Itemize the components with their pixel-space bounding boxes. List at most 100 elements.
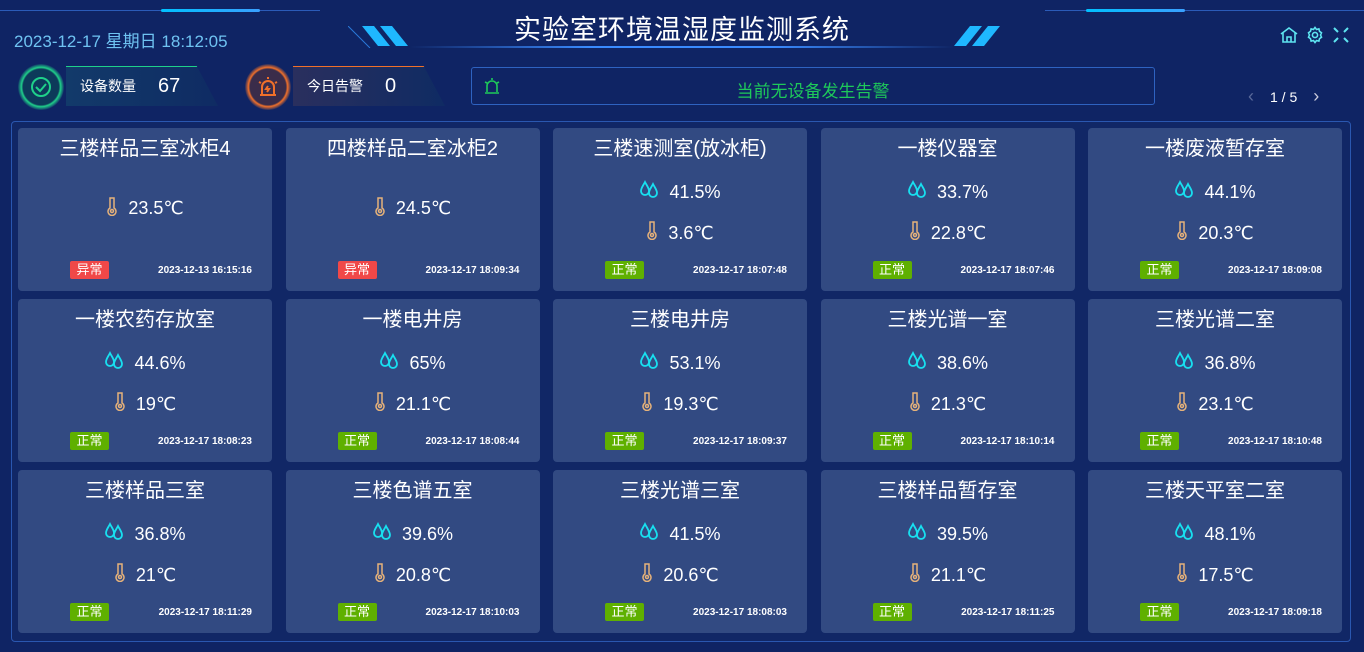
status-badge: 正常 [872,261,912,279]
humidity-value: 39.5% [936,523,989,544]
thermometer-icon [374,391,386,416]
thermometer-icon [1176,391,1188,416]
humidity-icon [907,521,927,546]
device-card[interactable]: 一楼废液暂存室 44.1% 20.3℃ 正常 2023-12-17 18:09:08 [1088,128,1342,291]
device-name: 三楼色谱五室 [352,480,473,502]
prev-page-button[interactable]: ‹ [1248,86,1254,106]
device-name: 三楼光谱一室 [887,309,1008,331]
humidity-value: 53.1% [669,352,721,373]
thermometer-icon [374,562,386,587]
device-count-stat: 设备数量 67 [18,64,218,110]
thermometer-icon [1176,220,1188,245]
update-time: 2023-12-17 18:09:08 [1228,264,1322,276]
humidity-icon [639,521,659,546]
header-line-left [0,10,320,11]
alarm-light-icon [245,64,291,110]
today-alarm-label: 今日告警 [307,78,363,94]
humidity-icon [372,521,392,546]
temperature-value: 21.1℃ [930,564,987,585]
device-card[interactable]: 三楼光谱一室 38.6% 21.3℃ 正常 2023-12-17 18:10:14 [820,299,1075,462]
temperature-value: 23.1℃ [1198,393,1254,414]
temperature-value: 3.6℃ [668,222,714,243]
update-time: 2023-12-17 18:07:48 [693,264,787,276]
humidity-value: 38.6% [936,352,989,373]
humidity-value: 65% [409,352,446,373]
device-card[interactable]: 三楼电井房 53.1% 19.3℃ 正常 2023-12-17 18:09:37 [553,299,807,462]
temperature-value: 21.1℃ [395,393,452,414]
device-card[interactable]: 三楼光谱三室 41.5% 20.6℃ 正常 2023-12-17 18:08:03 [553,470,807,633]
temperature-value: 23.5℃ [128,198,184,218]
stat-box [293,66,445,106]
thermometer-icon [114,562,126,587]
device-name: 三楼样品三室冰柜4 [59,138,231,160]
gear-icon[interactable] [1306,26,1324,44]
device-name: 三楼光谱二室 [1155,309,1275,331]
device-name: 三楼样品三室 [85,480,205,502]
page-title: 实验室环境温湿度监测系统 [514,15,850,45]
device-name: 三楼样品暂存室 [877,480,1018,502]
status-badge: 正常 [872,603,912,621]
device-name: 三楼天平室二室 [1145,480,1285,502]
device-count-label: 设备数量 [80,78,136,94]
header-glow-right [1086,9,1185,12]
thermometer-icon [646,220,658,245]
humidity-icon [639,350,659,375]
fullscreen-icon[interactable] [1332,26,1350,44]
humidity-value: 36.8% [1204,352,1256,373]
update-time: 2023-12-17 18:09:18 [1228,606,1322,618]
temperature-value: 19.3℃ [663,393,719,414]
device-card[interactable]: 三楼速测室(放冰柜) 41.5% 3.6℃ 正常 2023-12-17 18:07:48 [553,128,807,291]
update-time: 2023-12-13 16:15:16 [158,264,252,276]
status-badge: 正常 [337,432,377,450]
device-card[interactable]: 三楼样品三室冰柜4 23.5℃ 异常 2023-12-13 16:15:16 [18,128,272,291]
humidity-value: 33.7% [936,181,989,202]
humidity-icon [1174,350,1194,375]
thermometer-icon [909,220,921,245]
device-card[interactable]: 四楼样品二室冰柜2 24.5℃ 异常 2023-12-17 18:09:34 [285,128,540,291]
status-badge: 正常 [1140,603,1179,621]
title-underline [410,46,954,48]
device-card[interactable]: 一楼农药存放室 44.6% 19℃ 正常 2023-12-17 18:08:23 [18,299,272,462]
humidity-value: 36.8% [134,523,186,544]
thermometer-icon [641,391,653,416]
today-alarm-value: 0 [385,74,397,97]
device-name: 四楼样品二室冰柜2 [326,138,499,160]
device-name: 一楼仪器室 [897,138,998,160]
status-badge: 正常 [605,432,644,450]
alarm-text: 当前无设备发生告警 [736,82,890,101]
header-glow-left [161,9,260,12]
temperature-value: 21.3℃ [930,393,987,414]
device-card[interactable]: 三楼样品暂存室 39.5% 21.1℃ 正常 2023-12-17 18:11:25 [820,470,1075,633]
device-count-value: 67 [158,74,181,97]
temperature-value: 20.6℃ [663,564,719,585]
device-card[interactable]: 三楼天平室二室 48.1% 17.5℃ 正常 2023-12-17 18:09:18 [1088,470,1342,633]
next-page-button[interactable]: › [1313,86,1320,106]
temperature-value: 22.8℃ [930,222,987,243]
device-name: 三楼电井房 [630,309,730,331]
device-card[interactable]: 三楼光谱二室 36.8% 23.1℃ 正常 2023-12-17 18:10:48 [1088,299,1342,462]
humidity-icon [104,350,124,375]
device-card[interactable]: 一楼仪器室 33.7% 22.8℃ 正常 2023-12-17 18:07:46 [820,128,1075,291]
status-badge: 正常 [70,603,109,621]
humidity-icon [379,350,399,375]
humidity-value: 48.1% [1204,523,1256,544]
device-name: 三楼速测室(放冰柜) [593,138,767,160]
status-badge: 正常 [337,603,377,621]
thermometer-icon [374,196,386,221]
humidity-icon [1174,521,1194,546]
device-card[interactable]: 三楼色谱五室 39.6% 20.8℃ 正常 2023-12-17 18:10:03 [285,470,540,633]
device-grid: 三楼样品三室冰柜4 23.5℃ 异常 2023-12-13 16:15:16 四楼样品二… [11,121,1351,642]
home-icon[interactable] [1280,26,1298,44]
header-line-right [1045,10,1364,11]
check-cycle-icon [18,64,64,110]
humidity-value: 44.6% [134,352,186,373]
humidity-value: 44.1% [1204,181,1256,202]
temperature-value: 21℃ [135,564,177,585]
alarm-banner: 当前无设备发生告警 [471,67,1155,105]
device-card[interactable]: 三楼样品三室 36.8% 21℃ 正常 2023-12-17 18:11:29 [18,470,272,633]
temperature-value: 20.3℃ [1198,222,1254,243]
device-card[interactable]: 一楼电井房 65% 21.1℃ 正常 2023-12-17 18:08:44 [285,299,540,462]
update-time: 2023-12-17 18:10:14 [960,435,1055,447]
today-alarm-stat: 今日告警 0 [245,64,445,110]
device-name: 三楼光谱三室 [620,480,740,502]
